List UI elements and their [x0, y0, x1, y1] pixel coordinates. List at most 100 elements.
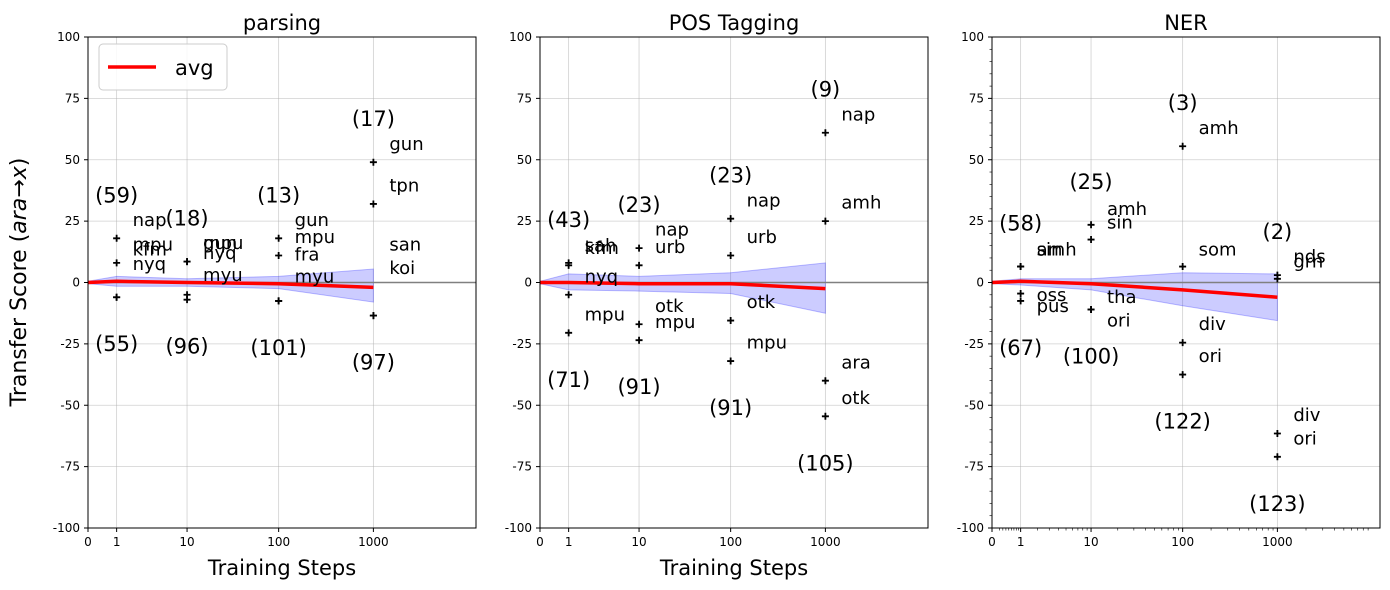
subplot-title: NER: [1164, 11, 1208, 35]
y-tick-label: 50: [517, 153, 532, 167]
y-tick-label: -100: [957, 521, 984, 535]
subplot-title: parsing: [243, 11, 321, 35]
y-tick-label: -100: [505, 521, 532, 535]
count-label: (59): [95, 183, 138, 207]
y-tick-label: 25: [517, 214, 532, 228]
y-tick-label: 0: [72, 276, 80, 290]
y-axis-label-prefix: Transfer Score (: [7, 234, 32, 408]
point-label: amh: [1107, 199, 1147, 220]
y-tick-label: 25: [969, 214, 984, 228]
count-label: (100): [1063, 345, 1119, 369]
legend: avg: [98, 43, 228, 91]
x-tick-label: 1: [565, 535, 573, 549]
x-tick-label: 100: [719, 535, 742, 549]
count-label: (71): [547, 368, 590, 392]
point-label: gun: [203, 233, 237, 254]
y-tick-label: 0: [524, 276, 532, 290]
x-tick-label: 10: [631, 535, 646, 549]
x-tick-label: 1000: [1262, 535, 1293, 549]
point-label: oss: [1037, 285, 1067, 306]
point-label: div: [1293, 405, 1320, 426]
std-band: [991, 272, 1278, 322]
point-marker: [183, 258, 191, 266]
legend-box: [98, 43, 228, 91]
y-tick-label: 100: [961, 30, 984, 44]
point-marker: [1017, 297, 1025, 305]
point-marker: [1087, 221, 1095, 229]
y-tick-label: 50: [969, 153, 984, 167]
count-label: (101): [250, 336, 306, 360]
count-label: (17): [352, 107, 395, 131]
point-marker: [1017, 263, 1025, 271]
subplot-3: sinamhosspusamhsinthaoriamhsomdivorindsg…: [957, 11, 1381, 549]
y-tick-label: 100: [509, 30, 532, 44]
count-label: (23): [709, 164, 752, 188]
point-marker: [565, 291, 573, 299]
point-label: mpu: [203, 233, 243, 254]
point-label: ara: [841, 352, 870, 373]
point-label: mpu: [133, 234, 173, 255]
x-axis-label: Training Steps: [207, 556, 356, 580]
point-label: sin: [1107, 212, 1133, 233]
x-tick-label: 100: [267, 535, 290, 549]
count-label: (23): [617, 193, 660, 217]
count-label: (2): [1263, 220, 1293, 244]
count-label: (13): [257, 183, 300, 207]
point-marker: [821, 129, 829, 137]
count-label: (91): [709, 396, 752, 420]
count-label: (97): [352, 351, 395, 375]
y-tick-label: -75: [512, 460, 532, 474]
point-marker: [635, 320, 643, 328]
point-marker: [113, 234, 121, 242]
std-band: [87, 268, 374, 303]
point-label: urb: [655, 237, 685, 258]
point-label: tha: [1107, 287, 1137, 308]
point-marker: [1179, 371, 1187, 379]
point-marker: [1273, 429, 1281, 437]
subplot-title: POS Tagging: [669, 11, 800, 35]
y-tick-label: -25: [512, 337, 532, 351]
avg-line: [87, 279, 374, 290]
count-label: (25): [1069, 170, 1112, 194]
point-label: fra: [295, 244, 320, 265]
point-label: otk: [841, 388, 870, 409]
point-label: mpu: [585, 304, 625, 325]
point-label: div: [1199, 314, 1226, 335]
point-marker: [275, 234, 283, 242]
point-label: nds: [1293, 247, 1325, 268]
point-label: otk: [655, 296, 684, 317]
point-marker: [1273, 453, 1281, 461]
y-tick-label: -50: [964, 398, 984, 412]
point-label: ori: [1107, 311, 1130, 332]
y-tick-label: 0: [976, 276, 984, 290]
point-label: tpn: [389, 176, 419, 197]
point-marker: [821, 377, 829, 385]
point-marker: [1273, 275, 1281, 283]
point-marker: [821, 217, 829, 225]
x-tick-label: 0: [536, 535, 544, 549]
y-tick-label: 75: [969, 91, 984, 105]
count-label: (123): [1249, 492, 1305, 516]
point-marker: [1179, 142, 1187, 150]
count-label: (96): [165, 335, 208, 359]
y-tick-label: -50: [60, 398, 80, 412]
point-label: otk: [747, 292, 776, 313]
point-label: grn: [1293, 252, 1323, 273]
y-tick-label: -100: [53, 521, 80, 535]
count-label: (18): [165, 207, 208, 231]
point-marker: [275, 251, 283, 259]
y-tick-label: 25: [65, 214, 80, 228]
y-tick-label: -75: [60, 460, 80, 474]
x-tick-label: 10: [1083, 535, 1098, 549]
point-marker: [1087, 236, 1095, 244]
y-axis-label-suffix: ): [7, 158, 32, 167]
point-label: amh: [1037, 239, 1077, 260]
point-marker: [1179, 263, 1187, 271]
count-label: (3): [1168, 91, 1198, 115]
subplot-2: sahkfmnyqmpunapurbotkmpunapurbotkmpunapa…: [505, 11, 929, 580]
point-label: mpu: [655, 312, 695, 333]
point-label: nap: [133, 210, 167, 231]
x-tick-label: 10: [179, 535, 194, 549]
y-axis-label: Transfer Score (ara→x): [7, 158, 32, 408]
x-tick-label: 1000: [810, 535, 841, 549]
